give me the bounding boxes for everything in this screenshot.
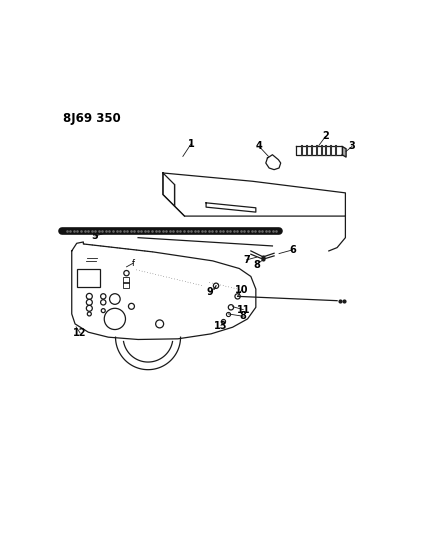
Text: 7: 7: [243, 255, 250, 265]
Bar: [124, 282, 129, 288]
Text: 11: 11: [237, 305, 250, 314]
Text: 2: 2: [322, 132, 329, 141]
Bar: [124, 277, 129, 283]
Text: 9: 9: [207, 287, 214, 297]
Text: f: f: [131, 259, 135, 268]
Text: 1: 1: [188, 139, 195, 149]
Text: 3: 3: [349, 141, 355, 151]
Text: 8: 8: [253, 260, 260, 270]
Text: 4: 4: [256, 141, 262, 151]
Text: 13: 13: [214, 320, 228, 330]
Polygon shape: [342, 147, 346, 157]
Text: 12: 12: [73, 328, 87, 338]
Bar: [77, 269, 100, 287]
Text: 8: 8: [240, 311, 247, 321]
Text: 5: 5: [92, 231, 98, 241]
Text: 8J69 350: 8J69 350: [63, 111, 121, 125]
Text: 6: 6: [289, 245, 296, 255]
Text: 10: 10: [235, 285, 249, 295]
